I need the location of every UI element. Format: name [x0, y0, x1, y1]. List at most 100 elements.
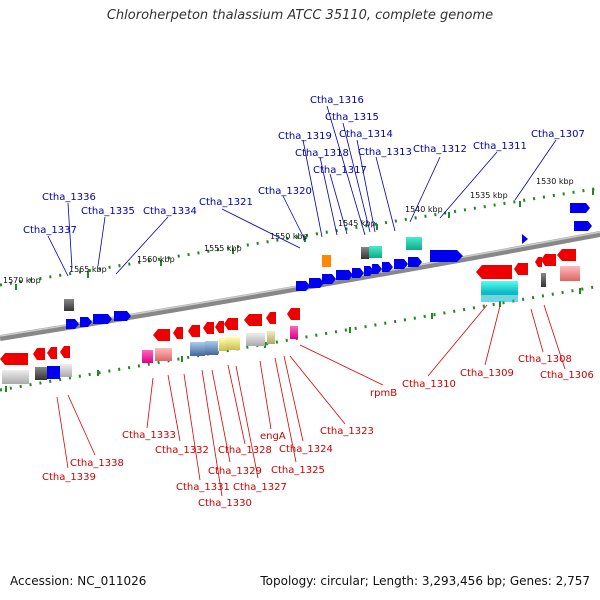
- gene-label: Ctha_1328: [218, 445, 272, 456]
- gene-label: Ctha_1309: [460, 368, 514, 379]
- gene-box-steel: [205, 341, 218, 355]
- gene-label: engA: [260, 431, 286, 442]
- upper-major-ticks: [15, 189, 594, 290]
- gene-box-blue: [47, 366, 60, 379]
- gene-arrow: [394, 259, 408, 269]
- gene-box-dark: [35, 367, 47, 380]
- gene-arrow: [80, 317, 92, 327]
- gene-arrow: [266, 312, 276, 324]
- gene-arrow: [309, 278, 324, 288]
- gene-label: Ctha_1306: [540, 370, 594, 381]
- gene-label: Ctha_1320: [258, 186, 312, 197]
- gene-label: Ctha_1307: [531, 129, 585, 140]
- gene-box-orange: [322, 255, 331, 267]
- gene-box-magenta: [142, 350, 153, 363]
- gene-box-yellow: [226, 337, 240, 350]
- gene-arrow: [224, 318, 238, 330]
- gene-label: Ctha_1312: [413, 144, 467, 155]
- gene-arrow: [372, 264, 382, 274]
- gene-arrow: [352, 268, 364, 278]
- gene-arrow: [557, 249, 576, 261]
- gene-arrow: [287, 308, 300, 320]
- gene-label: Ctha_1332: [155, 445, 209, 456]
- gene-label: Ctha_1335: [81, 206, 135, 217]
- gene-box-olive: [267, 331, 275, 344]
- upper-tick-line: [0, 186, 600, 287]
- lower-tick-line: [0, 284, 600, 392]
- gene-box-gray: [64, 299, 74, 311]
- gene-label: Ctha_1333: [122, 430, 176, 441]
- gene-label: Ctha_1324: [279, 444, 333, 455]
- kbp-1535: 1535 kbp: [470, 191, 508, 200]
- gene-arrow: [215, 321, 224, 333]
- gene-box-gray: [361, 247, 369, 259]
- kbp-1550: 1550 kbp: [270, 232, 308, 241]
- gene-arrow: [535, 257, 542, 267]
- upper-feature-boxes: [64, 237, 422, 311]
- gene-label: Ctha_1325: [271, 465, 325, 476]
- gene-arrow: [364, 266, 374, 276]
- gene-arrow: [47, 347, 57, 359]
- gene-label: Ctha_1319: [278, 131, 332, 142]
- kbp-1530: 1530 kbp: [536, 177, 574, 186]
- gene-arrow: [60, 346, 70, 358]
- gene-label: Ctha_1334: [143, 206, 197, 217]
- gene-box-steel: [190, 342, 205, 356]
- gene-box-cyan: [481, 281, 518, 295]
- kbp-1545: 1545 kbp: [338, 219, 376, 228]
- reverse-genes: [0, 249, 576, 365]
- gene-arrow: [430, 250, 463, 262]
- gene-arrow: [153, 329, 170, 341]
- upper-gene-labels: Ctha_1316 Ctha_1315 Ctha_1314 Ctha_1319 …: [23, 95, 585, 236]
- gene-box-teal: [369, 246, 382, 258]
- gene-label: Ctha_1317: [313, 165, 367, 176]
- gene-box-gray: [246, 333, 265, 346]
- gene-box-dark: [541, 273, 546, 287]
- gene-arrow: [66, 319, 79, 329]
- gene-label: Ctha_1323: [320, 426, 374, 437]
- gene-arrow: [322, 274, 336, 284]
- gene-arrow: [336, 270, 353, 280]
- gene-arrow: [570, 203, 590, 213]
- gene-label: Ctha_1339: [42, 472, 96, 483]
- gene-label: Ctha_1310: [402, 379, 456, 390]
- gene-label: Ctha_1329: [208, 466, 262, 477]
- gene-arrow: [244, 314, 262, 326]
- gene-box-teal: [406, 237, 422, 250]
- gene-arrow: [173, 327, 183, 339]
- gene-box-gray: [60, 364, 72, 377]
- gene-label: Ctha_1308: [518, 354, 572, 365]
- accession-text: Accession: NC_011026: [10, 574, 147, 588]
- gene-label: Ctha_1331: [176, 482, 230, 493]
- gene-label: Ctha_1316: [310, 95, 364, 106]
- kbp-1540: 1540 kbp: [405, 205, 443, 214]
- gene-label: rpmB: [370, 388, 397, 399]
- gene-box-yellow: [219, 338, 226, 351]
- gene-box-cyan: [481, 292, 518, 302]
- gene-label: Ctha_1311: [473, 141, 527, 152]
- gene-label: Ctha_1314: [339, 129, 393, 140]
- gene-label: Ctha_1327: [233, 482, 287, 493]
- gene-label: Ctha_1330: [198, 498, 252, 509]
- gene-box-pink: [155, 348, 172, 361]
- gene-arrow: [203, 322, 214, 334]
- gene-arrow: [114, 311, 131, 321]
- gene-label: Ctha_1313: [358, 147, 412, 158]
- gene-label: Ctha_1337: [23, 225, 77, 236]
- gene-arrow: [296, 281, 310, 291]
- kbp-1565: 1565 kbp: [69, 265, 107, 274]
- gene-label: Ctha_1336: [42, 192, 96, 203]
- gene-arrow: [0, 353, 28, 365]
- gene-label: Ctha_1321: [199, 197, 253, 208]
- gene-arrow: [93, 314, 112, 324]
- gene-arrow: [522, 234, 528, 244]
- gene-arrow: [476, 265, 512, 279]
- gene-label: Ctha_1315: [325, 112, 379, 123]
- lower-feature-boxes: [2, 266, 580, 384]
- gene-arrow: [408, 257, 422, 267]
- genome-title: Chloroherpeton thalassium ATCC 35110, co…: [106, 8, 494, 23]
- kbp-1560: 1560 kbp: [137, 255, 175, 264]
- gene-box-gray: [2, 370, 29, 384]
- genome-summary-text: Topology: circular; Length: 3,293,456 bp…: [260, 574, 590, 588]
